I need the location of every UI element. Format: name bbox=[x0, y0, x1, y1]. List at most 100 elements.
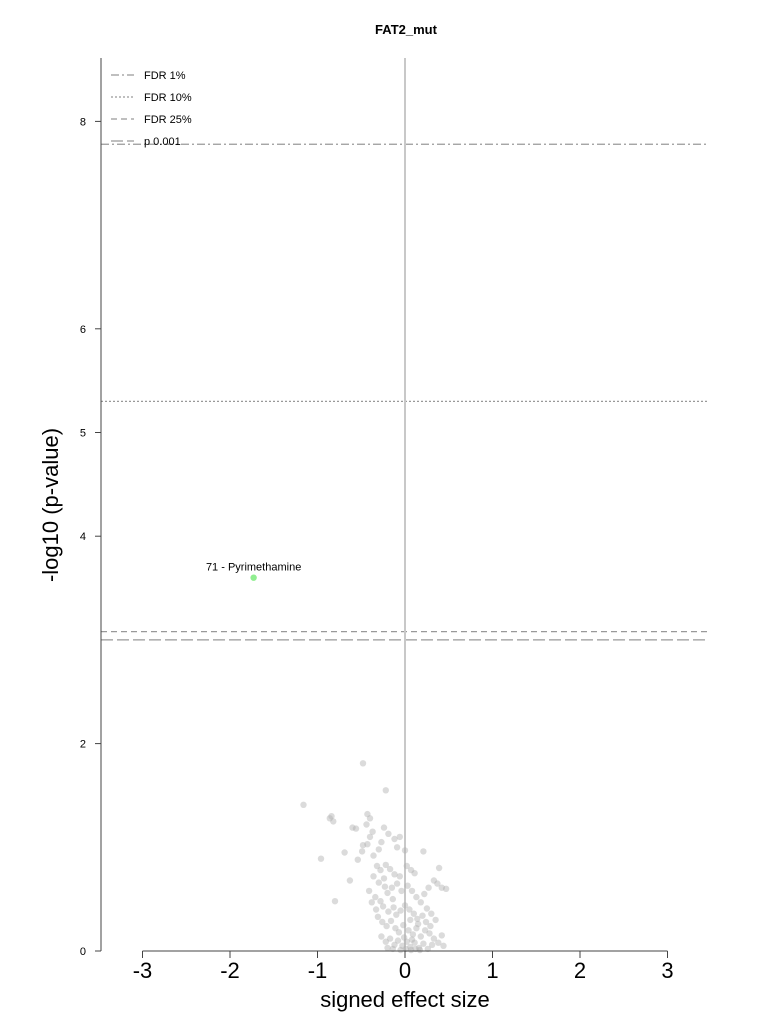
data-point bbox=[422, 918, 430, 926]
legend-label: FDR 25% bbox=[144, 114, 192, 126]
data-point bbox=[400, 921, 407, 929]
data-point bbox=[359, 760, 367, 767]
data-point bbox=[365, 887, 373, 895]
data-point bbox=[385, 830, 392, 837]
highlight-point bbox=[250, 574, 257, 581]
data-point bbox=[395, 929, 403, 936]
x-axis-ticks: -3 -2 -1 0 1 2 3 bbox=[133, 951, 674, 983]
data-point bbox=[331, 898, 339, 905]
data-point bbox=[377, 866, 384, 874]
data-point bbox=[410, 910, 417, 917]
data-point bbox=[396, 873, 403, 880]
data-point bbox=[391, 835, 398, 843]
data-point bbox=[372, 893, 379, 901]
data-points bbox=[300, 760, 450, 954]
data-point bbox=[330, 818, 337, 825]
data-point bbox=[420, 940, 427, 947]
data-point bbox=[373, 862, 381, 870]
x-tick-label: -3 bbox=[133, 958, 153, 983]
data-point bbox=[407, 916, 414, 924]
data-point bbox=[385, 908, 392, 915]
data-point bbox=[417, 899, 424, 906]
highlight-label: 71 - Pyrimethamine bbox=[206, 562, 301, 574]
data-point bbox=[408, 936, 416, 943]
data-point bbox=[419, 912, 426, 919]
data-point bbox=[388, 884, 396, 891]
data-point bbox=[435, 864, 443, 872]
data-point bbox=[432, 916, 439, 924]
data-point bbox=[380, 824, 388, 831]
data-point bbox=[392, 925, 399, 932]
data-point bbox=[398, 887, 405, 895]
data-point bbox=[375, 846, 382, 853]
data-point bbox=[364, 810, 371, 818]
data-point bbox=[390, 904, 397, 911]
legend-label: p 0.001 bbox=[144, 136, 181, 148]
data-point bbox=[382, 861, 389, 869]
data-point bbox=[435, 939, 442, 946]
data-point bbox=[328, 813, 335, 820]
data-point bbox=[379, 903, 387, 910]
data-point bbox=[403, 862, 410, 870]
data-point bbox=[370, 852, 377, 859]
data-point bbox=[438, 884, 445, 891]
data-point bbox=[420, 848, 427, 855]
y-tick-label: 0 bbox=[80, 946, 86, 958]
data-point bbox=[393, 880, 401, 887]
data-point bbox=[386, 935, 394, 942]
data-point bbox=[434, 880, 441, 887]
x-tick-label: 2 bbox=[574, 958, 586, 983]
data-point bbox=[421, 890, 428, 898]
data-point bbox=[384, 944, 391, 952]
data-point bbox=[372, 906, 380, 913]
data-point bbox=[442, 885, 450, 892]
data-point bbox=[408, 887, 416, 895]
data-point bbox=[399, 942, 406, 949]
data-point bbox=[369, 828, 376, 835]
data-point bbox=[364, 841, 371, 848]
data-point bbox=[300, 801, 307, 808]
data-point bbox=[397, 907, 404, 914]
data-point bbox=[427, 922, 434, 930]
data-point bbox=[414, 920, 422, 928]
data-point bbox=[401, 902, 409, 909]
data-point bbox=[377, 898, 384, 905]
data-point bbox=[401, 847, 409, 854]
data-point bbox=[368, 899, 375, 906]
x-tick-label: 1 bbox=[486, 958, 498, 983]
data-point bbox=[413, 893, 420, 901]
data-point bbox=[317, 855, 325, 862]
data-point bbox=[393, 911, 400, 918]
data-point bbox=[415, 944, 423, 952]
data-point bbox=[378, 933, 385, 940]
data-point bbox=[379, 918, 386, 926]
data-point bbox=[400, 934, 408, 941]
data-point bbox=[354, 856, 361, 863]
data-point bbox=[386, 865, 394, 873]
data-point bbox=[374, 913, 382, 920]
data-point bbox=[393, 844, 401, 851]
data-point bbox=[363, 821, 370, 828]
y-axis-label: -log10 (p-value) bbox=[38, 428, 63, 582]
y-tick-label: 8 bbox=[80, 116, 86, 128]
data-point bbox=[426, 930, 433, 937]
data-point bbox=[425, 884, 432, 891]
x-tick-label: -1 bbox=[308, 958, 328, 983]
data-point bbox=[413, 925, 420, 932]
data-point bbox=[421, 927, 429, 934]
data-point bbox=[397, 946, 404, 954]
data-point bbox=[366, 833, 374, 841]
data-point bbox=[380, 875, 388, 882]
data-point bbox=[358, 848, 366, 855]
data-point bbox=[352, 825, 360, 832]
data-point bbox=[406, 906, 413, 913]
data-point bbox=[416, 946, 424, 954]
data-point bbox=[405, 927, 412, 934]
data-point bbox=[326, 815, 333, 822]
data-point bbox=[428, 910, 435, 917]
data-point bbox=[382, 938, 389, 945]
legend: FDR 1% FDR 10% FDR 25% p 0.001 bbox=[111, 70, 192, 148]
data-point bbox=[409, 931, 417, 938]
data-point bbox=[407, 946, 415, 954]
